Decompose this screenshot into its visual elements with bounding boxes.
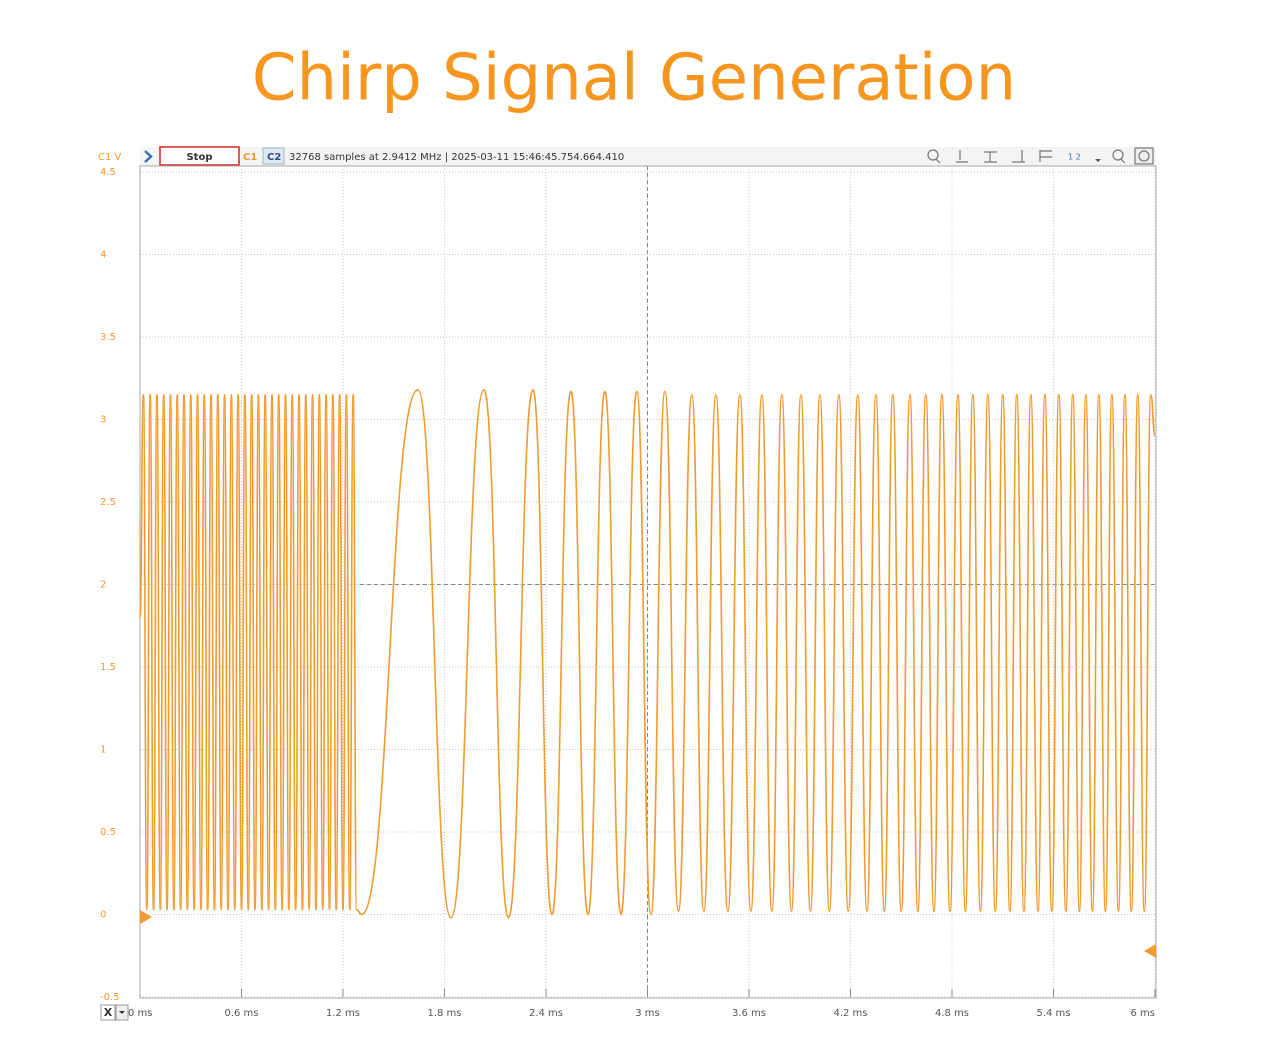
x-tick-label: 2.4 ms [529, 1008, 563, 1019]
y-tick-label: 1 [100, 745, 106, 756]
trigger-marker[interactable] [1144, 944, 1156, 958]
y-tick-label: 0 [100, 910, 106, 921]
stop-label[interactable]: Stop [186, 152, 212, 163]
svg-text:1 2: 1 2 [1068, 153, 1081, 162]
c1-toggle[interactable]: C1 [243, 152, 257, 163]
plot-frame [139, 165, 1157, 999]
x-dropdown-arrow[interactable] [119, 1011, 125, 1014]
x-tick-label: 4.2 ms [833, 1008, 867, 1019]
tool-icons[interactable]: 1 2 [927, 147, 1154, 165]
dropdown[interactable] [1095, 159, 1101, 162]
y-tick-label: 4 [100, 250, 106, 261]
x-tick-label: 1.8 ms [427, 1008, 461, 1019]
y-tick-label: 2.5 [100, 497, 116, 508]
y-tick-label: -0.5 [100, 992, 120, 1003]
toolbar [140, 147, 1156, 166]
c2-box[interactable] [262, 147, 285, 165]
run-arrow[interactable] [144, 150, 153, 163]
x-button[interactable] [100, 1004, 116, 1021]
channel-unit: C1 V [98, 152, 122, 163]
acq-info: 32768 samples at 2.9412 MHz | 2025-03-11… [289, 152, 624, 163]
y-tick-label: 3.5 [100, 332, 116, 343]
x-tick-label: 5.4 ms [1036, 1008, 1070, 1019]
x-tick-label: 3.6 ms [732, 1008, 766, 1019]
y-tick-label: 3 [100, 415, 106, 426]
ground-marker[interactable] [140, 910, 152, 924]
c2-toggle[interactable]: C2 [267, 152, 281, 163]
y-tick-label: 2 [100, 580, 106, 591]
x-tick-label: 1.2 ms [326, 1008, 360, 1019]
x-tick-label: 0.6 ms [224, 1008, 258, 1019]
y-tick-label: 4.5 [100, 167, 116, 178]
x-tick-label: 0 ms [128, 1008, 153, 1019]
y-tick-label: 1.5 [100, 662, 116, 673]
plot-area [139, 388, 1156, 919]
chart-title: Chirp Signal Generation [252, 42, 1016, 116]
x-tick-label: 4.8 ms [935, 1008, 969, 1019]
grid [139, 166, 1156, 998]
y-tick-label: 0.5 [100, 827, 116, 838]
x-tick-label: 6 ms [1131, 1008, 1156, 1019]
x-tick-label: 3 ms [635, 1008, 660, 1019]
signal-trace [139, 388, 1156, 919]
x-button-label[interactable]: X [104, 1006, 113, 1019]
stop-button[interactable] [159, 146, 240, 166]
